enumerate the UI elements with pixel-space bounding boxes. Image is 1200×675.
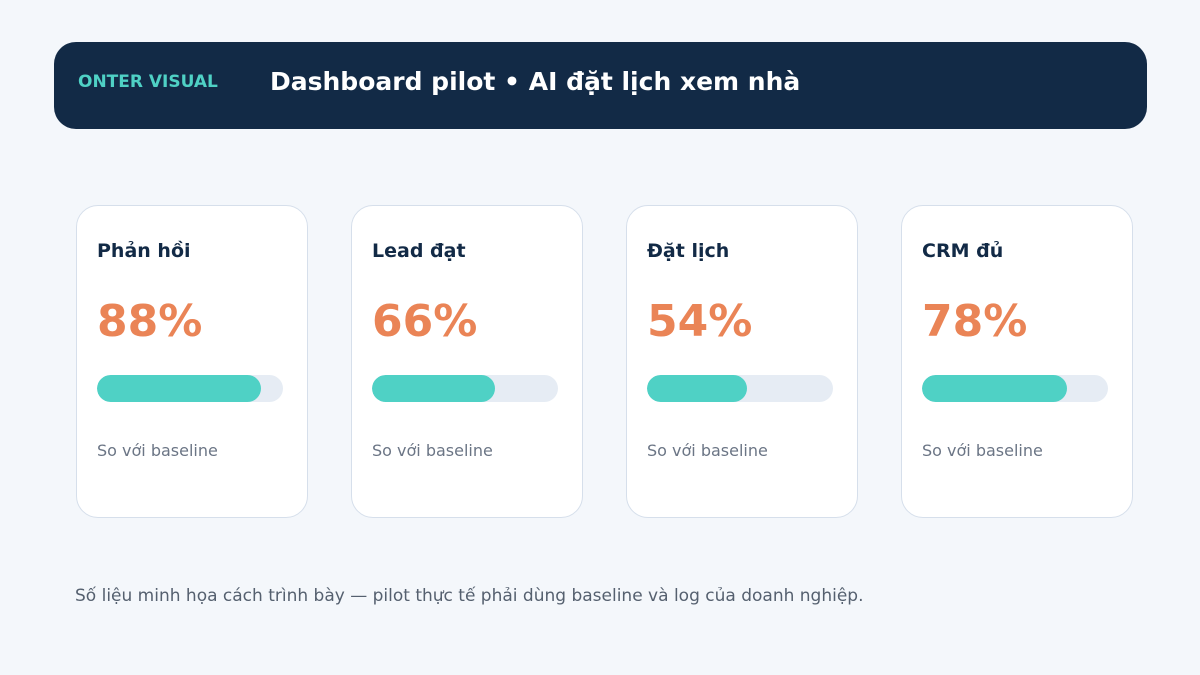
header-bar: ONTER VISUAL Dashboard pilot • AI đặt lị… (54, 42, 1147, 129)
metric-card-crm-du: CRM đủ 78% So với baseline (901, 205, 1133, 518)
metric-subtitle: So với baseline (372, 441, 493, 460)
progress-fill (922, 375, 1068, 402)
metric-label: Phản hồi (97, 240, 191, 262)
progress-track (922, 375, 1108, 402)
metric-subtitle: So với baseline (647, 441, 768, 460)
metric-subtitle: So với baseline (97, 441, 218, 460)
progress-fill (372, 375, 495, 402)
metric-label: Lead đạt (372, 240, 466, 262)
metric-value: 88% (97, 296, 203, 347)
page-title: Dashboard pilot • AI đặt lịch xem nhà (270, 67, 801, 96)
metric-subtitle: So với baseline (922, 441, 1043, 460)
metric-label: Đặt lịch (647, 240, 730, 262)
metric-value: 54% (647, 296, 753, 347)
metric-value: 78% (922, 296, 1028, 347)
metric-card-dat-lich: Đặt lịch 54% So với baseline (626, 205, 858, 518)
progress-track (372, 375, 558, 402)
brand-logo: ONTER VISUAL (78, 72, 218, 92)
progress-track (647, 375, 833, 402)
progress-fill (97, 375, 261, 402)
footnote: Số liệu minh họa cách trình bày — pilot … (75, 586, 864, 606)
metric-value: 66% (372, 296, 478, 347)
metric-card-lead-dat: Lead đạt 66% So với baseline (351, 205, 583, 518)
progress-track (97, 375, 283, 402)
metric-card-phan-hoi: Phản hồi 88% So với baseline (76, 205, 308, 518)
metric-label: CRM đủ (922, 240, 1004, 262)
progress-fill (647, 375, 748, 402)
